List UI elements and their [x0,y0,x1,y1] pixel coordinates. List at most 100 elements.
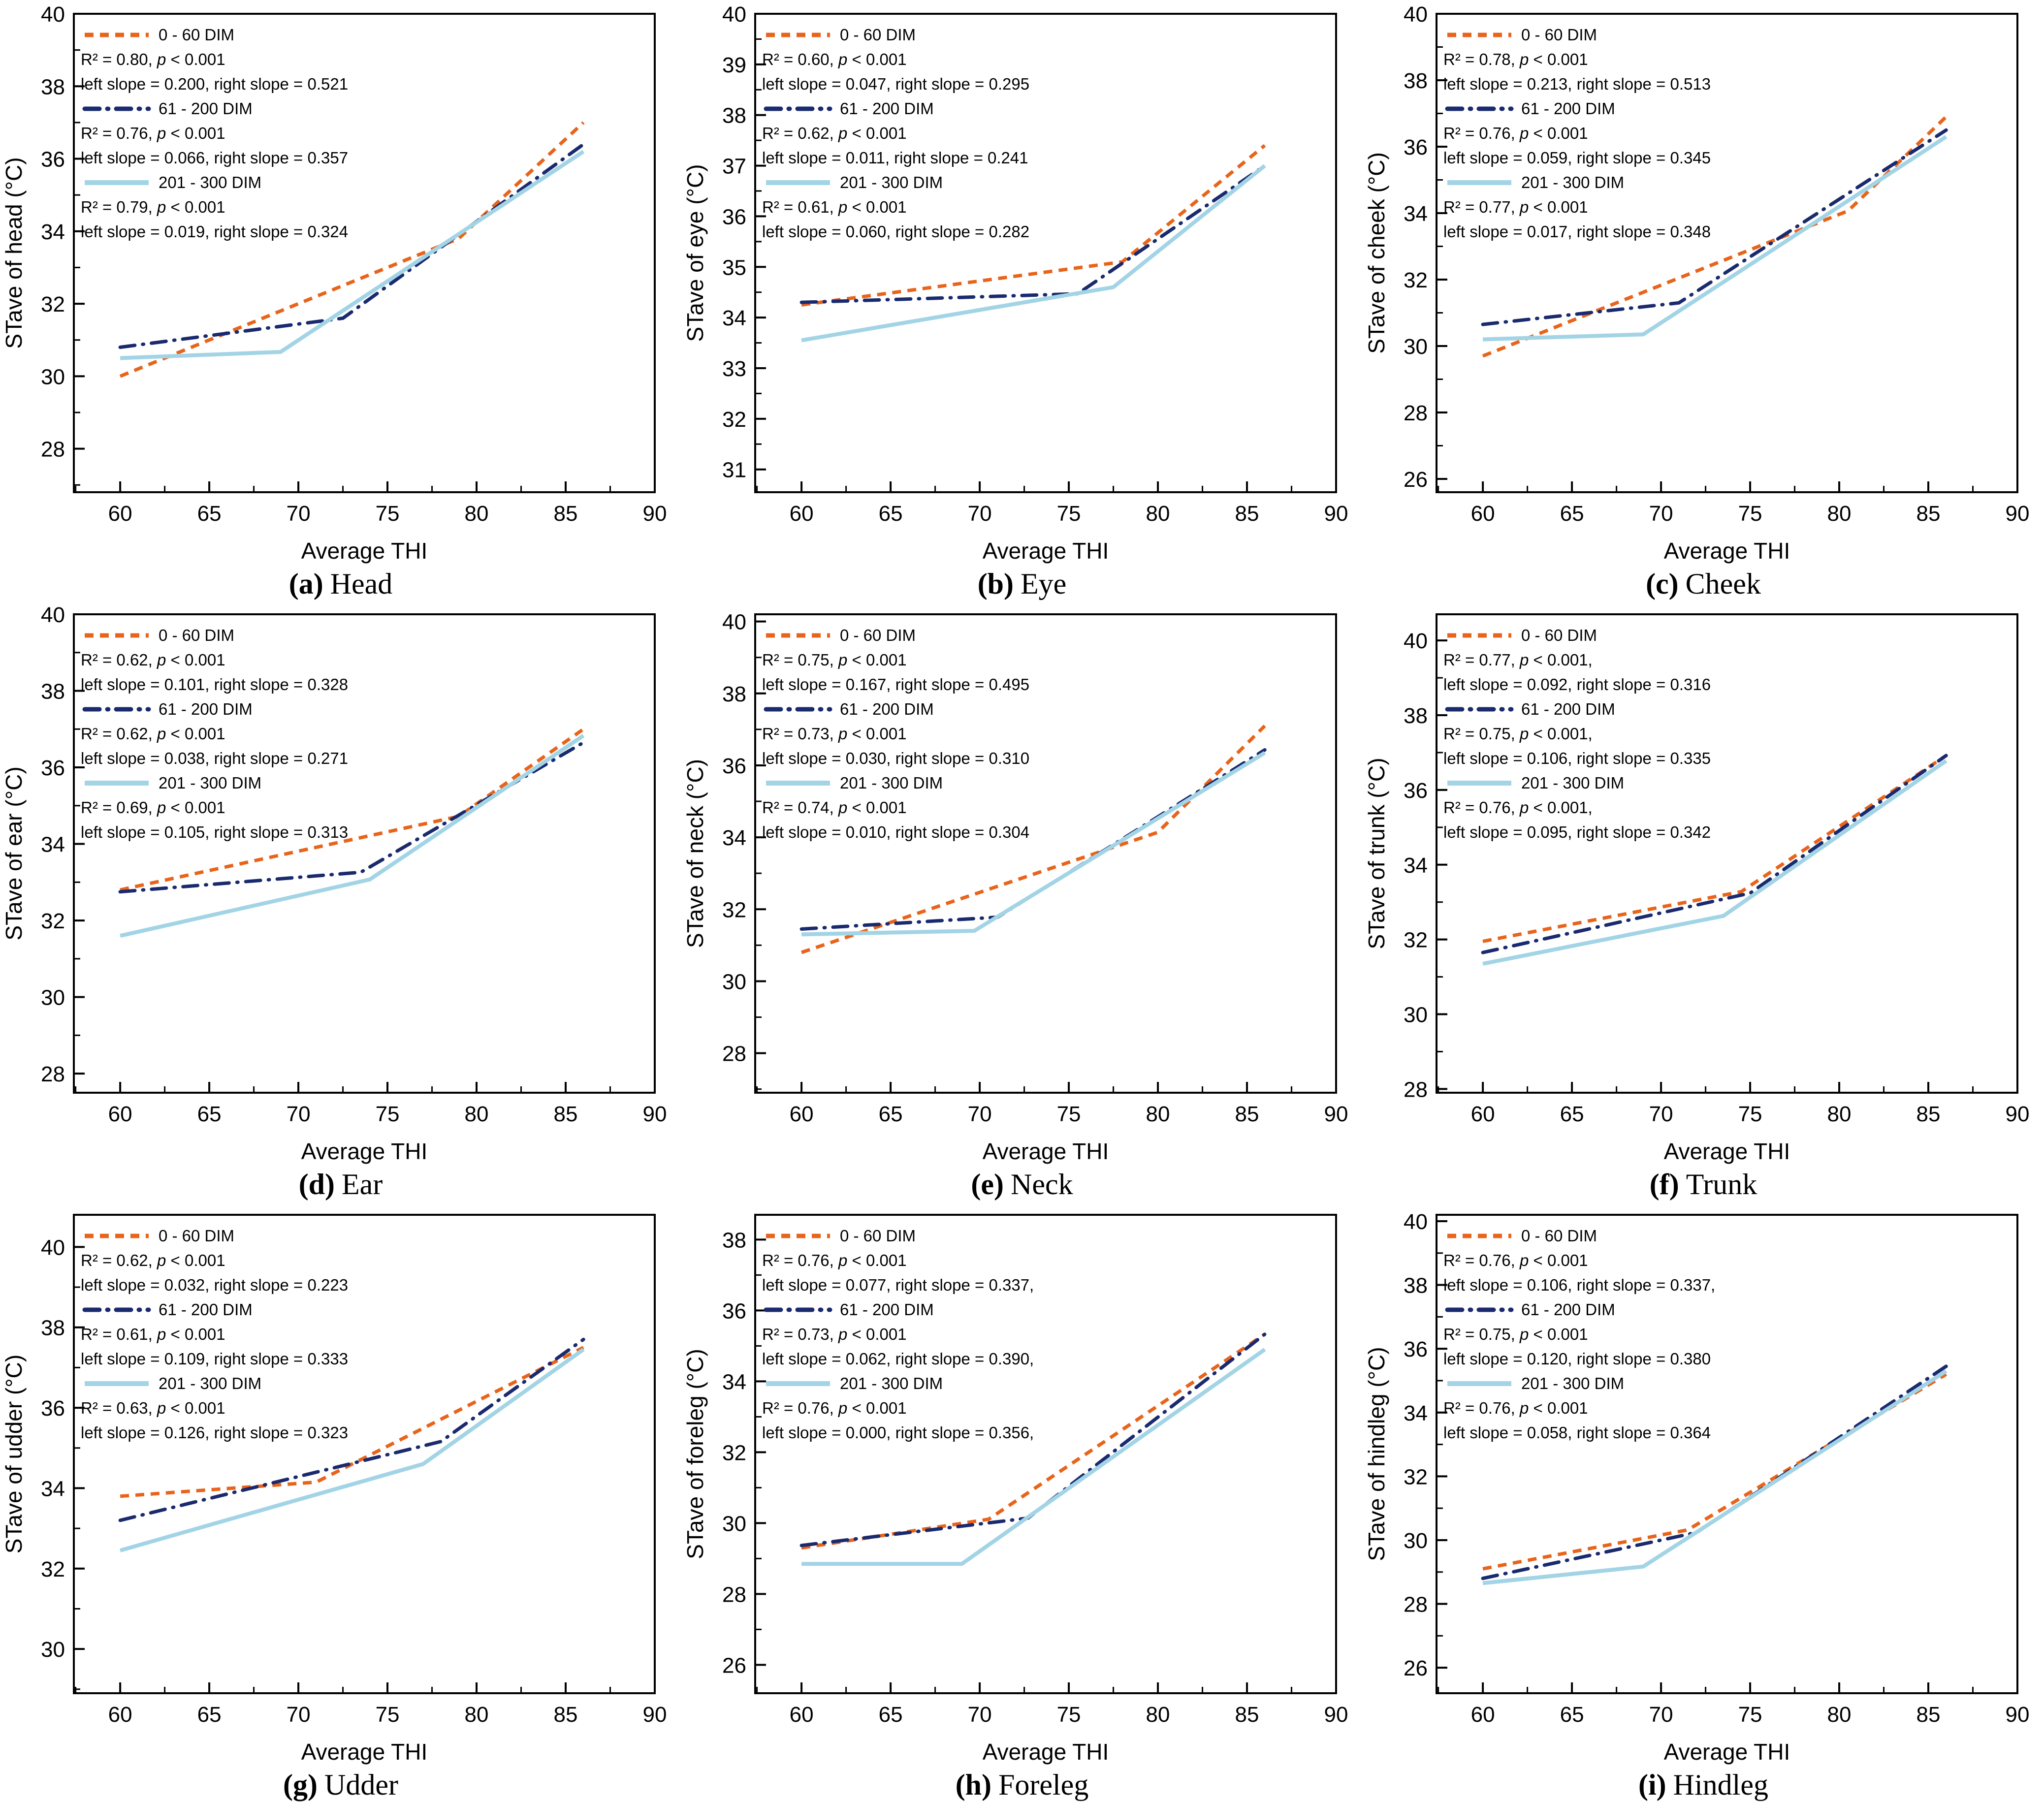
svg-text:left slope = 0.060, right slop: left slope = 0.060, right slope = 0.282 [762,222,1029,241]
caption-title: Eye [1021,568,1067,600]
line-chart-hindleg: 60 65 70 75 80 85 90 26 28 30 32 34 36 38 40 Average TH… [1364,1210,2029,1765]
svg-text:37: 37 [722,155,746,179]
svg-text:left slope = 0.059, right slop: left slope = 0.059, right slope = 0.345 [1443,149,1711,167]
svg-text:35: 35 [722,255,746,280]
svg-text:Average THI: Average THI [301,538,428,564]
svg-text:left slope = 0.106, right slop: left slope = 0.106, right slope = 0.337, [1443,1276,1715,1294]
svg-text:left slope = 0.095, right slop: left slope = 0.095, right slope = 0.342 [1443,823,1711,841]
svg-text:Average THI: Average THI [301,1739,428,1765]
svg-text:30: 30 [1404,1529,1428,1553]
svg-text:40: 40 [1404,629,1428,653]
svg-text:90: 90 [1324,1703,1348,1727]
svg-text:60: 60 [1471,1703,1495,1727]
svg-text:28: 28 [41,1062,65,1086]
svg-text:32: 32 [41,1557,65,1581]
caption-letter: (f) [1649,1168,1679,1201]
svg-text:90: 90 [2006,502,2030,526]
svg-text:65: 65 [879,1703,903,1727]
svg-text:61 - 200 DIM: 61 - 200 DIM [159,1300,253,1319]
svg-text:R² = 0.62, p < 0.001: R² = 0.62, p < 0.001 [81,1251,225,1269]
svg-text:R² = 0.75, p < 0.001: R² = 0.75, p < 0.001 [1443,1325,1588,1343]
svg-text:60: 60 [108,1703,132,1727]
svg-text:33: 33 [722,357,746,381]
svg-text:38: 38 [722,104,746,128]
svg-text:STave of neck (°C): STave of neck (°C) [682,759,708,948]
svg-text:201 - 300 DIM: 201 - 300 DIM [1521,173,1624,191]
chart-caption: (f) Trunk [1363,1167,2044,1201]
svg-text:75: 75 [1738,1102,1762,1126]
svg-text:60: 60 [790,502,814,526]
svg-text:201 - 300 DIM: 201 - 300 DIM [840,173,943,191]
svg-text:32: 32 [1404,1465,1428,1489]
svg-text:61 - 200 DIM: 61 - 200 DIM [840,99,934,118]
svg-text:38: 38 [41,1316,65,1340]
svg-text:61 - 200 DIM: 61 - 200 DIM [1521,1300,1615,1319]
svg-text:40: 40 [41,603,65,627]
line-chart-udder: 60 65 70 75 80 85 90 30 32 34 36 38 40 Average THI STa… [1,1214,667,1765]
svg-text:Average THI: Average THI [983,1739,1109,1765]
svg-text:80: 80 [1827,1102,1852,1126]
svg-text:R² = 0.60, p < 0.001: R² = 0.60, p < 0.001 [762,50,907,68]
svg-text:R² = 0.76, p < 0.001: R² = 0.76, p < 0.001 [1443,1251,1588,1269]
svg-text:30: 30 [1404,1003,1428,1027]
svg-text:R² = 0.62, p < 0.001: R² = 0.62, p < 0.001 [81,725,225,743]
svg-text:61 - 200 DIM: 61 - 200 DIM [840,700,934,718]
svg-text:30: 30 [41,986,65,1010]
svg-text:36: 36 [1404,779,1428,803]
line-chart-head: 60 65 70 75 80 85 90 28 30 32 34 36 38 40 Average THI S… [1,2,667,564]
svg-text:R² = 0.62, p < 0.001: R² = 0.62, p < 0.001 [81,651,225,669]
svg-text:30: 30 [722,1512,746,1536]
svg-text:201 - 300 DIM: 201 - 300 DIM [159,1374,261,1392]
svg-text:34: 34 [41,833,65,857]
chart-caption: (b) Eye [681,566,1363,601]
svg-text:38: 38 [41,75,65,99]
svg-text:60: 60 [1471,502,1495,526]
svg-text:R² = 0.76, p < 0.001,: R² = 0.76, p < 0.001, [1443,798,1593,817]
caption-letter: (c) [1646,568,1679,600]
svg-text:75: 75 [1057,1102,1081,1126]
svg-text:28: 28 [1404,1593,1428,1617]
svg-text:75: 75 [376,1102,400,1126]
caption-letter: (e) [971,1168,1004,1201]
chart-caption: (e) Neck [681,1167,1363,1201]
svg-text:75: 75 [376,502,400,526]
svg-text:80: 80 [1146,1102,1170,1126]
svg-text:38: 38 [722,682,746,706]
chart-caption: (c) Cheek [1363,566,2044,601]
svg-text:40: 40 [1404,2,1428,27]
svg-text:85: 85 [1235,1102,1259,1126]
svg-text:R² = 0.79, p < 0.001: R² = 0.79, p < 0.001 [81,198,225,216]
chart-panel: 60 65 70 75 80 85 90 26 28 30 32 34 36 38 40 Average TH… [1363,0,2044,601]
svg-text:STave of head (°C): STave of head (°C) [1,157,27,348]
svg-text:R² = 0.76, p < 0.001: R² = 0.76, p < 0.001 [762,1251,907,1269]
svg-text:left slope = 0.010, right slop: left slope = 0.010, right slope = 0.304 [762,823,1029,841]
svg-text:61 - 200 DIM: 61 - 200 DIM [159,700,253,718]
chart-caption: (a) Head [0,566,681,601]
svg-text:85: 85 [1916,502,1941,526]
svg-text:38: 38 [1404,704,1428,728]
svg-text:201 - 300 DIM: 201 - 300 DIM [840,774,943,792]
svg-text:R² = 0.75, p < 0.001,: R² = 0.75, p < 0.001, [1443,725,1593,743]
svg-text:85: 85 [554,502,578,526]
svg-text:90: 90 [643,1703,667,1727]
svg-text:61 - 200 DIM: 61 - 200 DIM [840,1300,934,1319]
chart-caption: (d) Ear [0,1167,681,1201]
svg-text:85: 85 [1235,1703,1259,1727]
svg-text:201 - 300 DIM: 201 - 300 DIM [159,173,261,191]
svg-text:90: 90 [1324,502,1348,526]
svg-text:0 - 60 DIM: 0 - 60 DIM [840,626,916,644]
svg-text:65: 65 [197,502,222,526]
svg-text:201 - 300 DIM: 201 - 300 DIM [1521,1374,1624,1392]
svg-text:Average THI: Average THI [983,1138,1109,1164]
svg-text:left slope = 0.017, right slop: left slope = 0.017, right slope = 0.348 [1443,222,1711,241]
svg-text:0 - 60 DIM: 0 - 60 DIM [159,26,234,44]
svg-text:R² = 0.63, p < 0.001: R² = 0.63, p < 0.001 [81,1399,225,1417]
svg-text:0 - 60 DIM: 0 - 60 DIM [1521,26,1597,44]
svg-text:26: 26 [722,1653,746,1677]
svg-text:R² = 0.75, p < 0.001: R² = 0.75, p < 0.001 [762,651,907,669]
svg-text:left slope = 0.105, right slop: left slope = 0.105, right slope = 0.313 [81,823,348,841]
svg-text:STave of trunk (°C): STave of trunk (°C) [1364,758,1389,949]
svg-text:201 - 300 DIM: 201 - 300 DIM [840,1374,943,1392]
svg-text:R² = 0.73, p < 0.001: R² = 0.73, p < 0.001 [762,725,907,743]
caption-letter: (i) [1638,1769,1666,1801]
